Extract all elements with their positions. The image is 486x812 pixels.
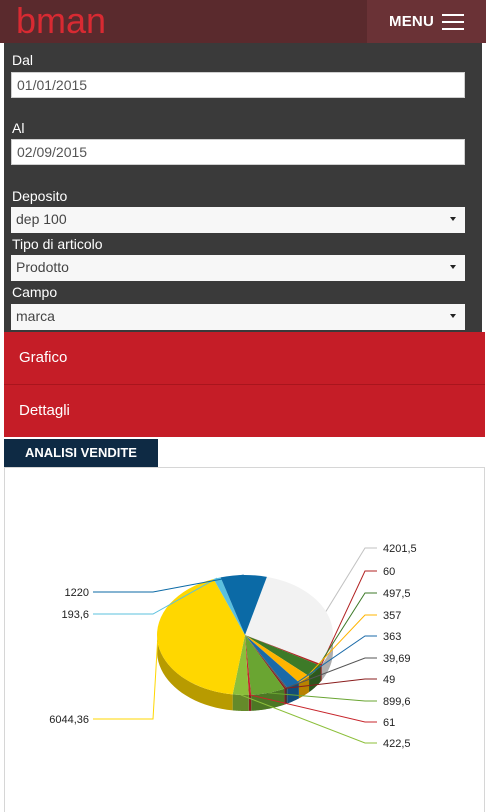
tab-analisi-vendite[interactable]: ANALISI VENDITE (4, 439, 158, 467)
deposito-select[interactable]: dep 100 (11, 207, 465, 233)
pie-slice-side (157, 637, 233, 711)
leader-line (93, 577, 218, 615)
data-label: 193,6 (61, 609, 89, 621)
pie-slice[interactable] (232, 635, 249, 695)
pie-slice-side (321, 635, 333, 681)
menu-label: MENU (389, 13, 434, 30)
grafico-button[interactable]: Grafico (4, 332, 485, 384)
deposito-label: Deposito (12, 188, 68, 204)
leader-line (285, 678, 377, 689)
logo-text: bman (16, 2, 106, 40)
leader-line (240, 694, 377, 744)
pie-top (156, 575, 333, 695)
leader-line (249, 694, 377, 723)
campo-label: Campo (12, 284, 58, 300)
top-bar: bman MENU (0, 0, 486, 43)
deposito-value: dep 100 (16, 211, 67, 227)
pie-slice-side (248, 694, 252, 711)
al-label: Al (12, 120, 25, 136)
data-label: 4201,5 (383, 543, 417, 555)
leader-line (314, 592, 377, 672)
data-label: 61 (383, 717, 395, 729)
campo-select[interactable]: marca (11, 304, 465, 330)
data-label: 6044,36 (49, 714, 89, 726)
pie-slice-side (232, 694, 249, 711)
pie-chart: 4201,5 60 497,5 357 363 39,69 49 899,6 61 422,5 60… (49, 543, 416, 750)
pie-slice[interactable] (245, 576, 333, 665)
pie-slice-side (251, 688, 285, 711)
campo-value: marca (16, 308, 55, 324)
leader-line (303, 614, 377, 680)
caret-down-icon (450, 314, 456, 318)
bman-logo[interactable]: bman (16, 2, 146, 40)
tipo-articolo-value: Prodotto (16, 259, 69, 275)
pie-slice[interactable] (245, 635, 310, 683)
pie-slice[interactable] (245, 635, 322, 666)
data-label: 49 (383, 674, 395, 686)
data-label: 363 (383, 631, 401, 643)
leader-line (320, 570, 377, 666)
data-label: 497,5 (383, 588, 411, 600)
data-label: 899,6 (383, 696, 411, 708)
leader-line (93, 641, 159, 720)
pie-slice[interactable] (245, 635, 252, 695)
menu-button[interactable]: MENU (367, 0, 486, 43)
leader-line (93, 574, 244, 593)
chart-panel: 4201,5 60 497,5 357 363 39,69 49 899,6 61 422,5 60… (4, 467, 485, 812)
leader-line (286, 657, 377, 689)
al-date-input[interactable] (11, 139, 465, 165)
pie-slice[interactable] (245, 635, 288, 689)
pie-slice[interactable] (156, 578, 245, 695)
tipo-articolo-select[interactable]: Prodotto (11, 255, 465, 281)
pie-side-walls (157, 635, 333, 711)
pie-slice[interactable] (220, 575, 267, 635)
dal-date-input[interactable] (11, 72, 465, 98)
data-label: 357 (383, 610, 401, 622)
pie-slice[interactable] (245, 635, 299, 688)
dal-label: Dal (12, 52, 34, 68)
leader-line (325, 547, 377, 612)
pie-slice[interactable] (245, 635, 321, 677)
tipo-articolo-label: Tipo di articolo (12, 236, 103, 252)
pie-slice-side (284, 688, 286, 705)
leader-line (268, 692, 377, 702)
pie-slice[interactable] (245, 635, 285, 695)
data-label: 39,69 (383, 653, 411, 665)
dettagli-button[interactable]: Dettagli (4, 385, 485, 437)
caret-down-icon (450, 217, 456, 221)
pie-slice-side (320, 664, 322, 682)
pie-slice-side (285, 687, 288, 705)
data-label: 60 (383, 566, 395, 578)
leader-line (292, 635, 377, 686)
pie-labels: 4201,5 60 497,5 357 363 39,69 49 899,6 61 422,5 60… (49, 543, 416, 750)
pie-slice[interactable] (213, 577, 245, 635)
pie-slice[interactable] (245, 635, 286, 689)
filter-panel: Dal Al Deposito dep 100 Tipo di articolo… (4, 43, 482, 333)
caret-down-icon (450, 265, 456, 269)
hamburger-icon (441, 13, 464, 30)
data-label: 422,5 (383, 738, 411, 750)
data-label: 1220 (65, 587, 89, 599)
